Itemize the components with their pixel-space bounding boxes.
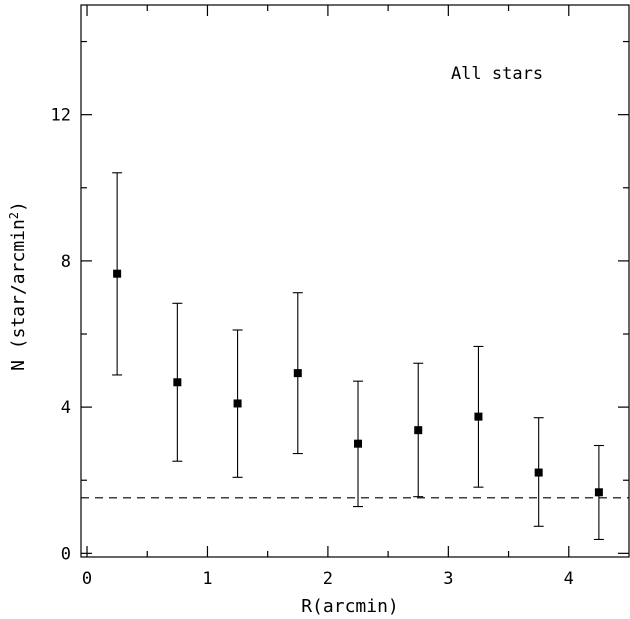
- axis-ticks: [81, 5, 629, 557]
- data-point: [173, 378, 182, 387]
- y-axis-label: N (star/arcmin2): [7, 201, 29, 371]
- y-axis-label-main: N (star/arcmin: [8, 219, 29, 371]
- x-tick-label: 3: [443, 569, 453, 589]
- annotation-all-stars: All stars: [451, 64, 543, 84]
- data-point: [233, 399, 242, 408]
- y-tick-label: 8: [61, 252, 71, 272]
- error-bars: [112, 172, 604, 541]
- y-axis-label-superscript: 2: [7, 212, 21, 219]
- data-point: [594, 488, 603, 497]
- y-tick-label: 12: [51, 106, 71, 126]
- x-tick-label: 2: [323, 569, 333, 589]
- data-point: [354, 439, 363, 448]
- y-tick-label: 0: [61, 544, 71, 564]
- data-point: [293, 369, 302, 378]
- plot-frame: [80, 4, 630, 558]
- x-tick-label: 4: [564, 569, 574, 589]
- y-tick-label: 4: [61, 398, 71, 418]
- x-tick-label: 1: [202, 569, 212, 589]
- data-points: [113, 269, 603, 497]
- data-point: [474, 412, 483, 421]
- x-tick-label: 0: [82, 569, 92, 589]
- data-point: [534, 468, 543, 477]
- y-axis-label-close: ): [8, 201, 29, 212]
- x-axis-label: R(arcmin): [301, 596, 399, 617]
- data-point: [414, 426, 423, 435]
- data-point: [113, 269, 122, 278]
